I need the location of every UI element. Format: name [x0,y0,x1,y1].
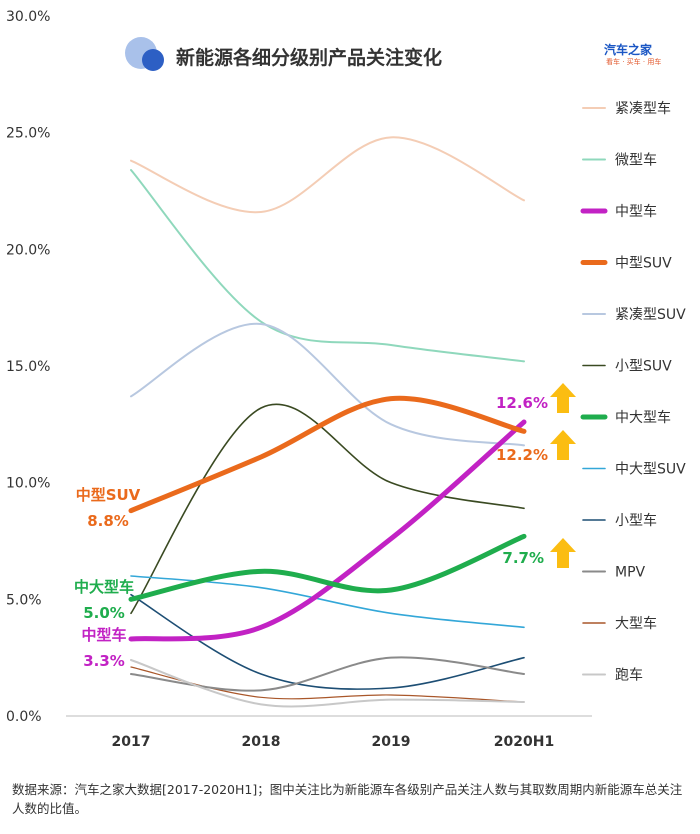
legend-item: 小型车 [582,512,657,529]
x-tick-label: 2019 [372,734,411,750]
y-tick-label: 25.0% [6,126,50,142]
legend-item: 紧凑型车 [582,100,671,117]
y-tick-label: 0.0% [6,709,42,725]
y-tick-label: 10.0% [6,476,50,492]
line-chart: 新能源各细分级别产品关注变化 汽车之家 看车 · 买车 · 用车 0.0% 5.0… [6,9,686,750]
legend-label: 小型车 [615,512,657,529]
series-line-0 [130,136,525,214]
legend-item: 中大型车 [580,409,671,426]
series-line-5 [130,403,525,615]
series-line-1 [130,169,525,363]
x-tick-label: 2018 [242,734,281,750]
y-tick-label: 5.0% [6,592,42,608]
start-annotation-label: 中大型车 [74,578,134,596]
start-annotation-label: 中型SUV [76,486,141,504]
series-line-7 [130,575,525,629]
legend-item: 小型SUV [582,359,672,375]
start-annotation-label: 中型车 [81,626,126,644]
end-annotation-value: 12.2% [496,446,548,464]
up-arrow-icon [550,430,576,460]
up-arrow-icon [550,538,576,568]
legend-item: 微型车 [582,152,657,169]
legend-label: 小型SUV [615,359,672,375]
x-tick-label: 2020H1 [494,734,554,750]
start-annotation-value: 3.3% [83,652,125,670]
y-tick-label: 20.0% [6,242,50,258]
series-line-11 [130,659,525,708]
series-lines [128,136,527,708]
legend-label: 中型车 [615,203,657,220]
legend-label: 中大型车 [615,409,671,426]
title-bubble-icon [125,37,164,71]
legend-label: 紧凑型车 [615,100,671,117]
legend-item: 中大型SUV [582,462,686,478]
annotations: 中型SUV 8.8% 中大型车 5.0% 中型车 3.3% 12.6% 12.2% 7.7% [74,383,576,670]
legend-item: 跑车 [582,667,643,684]
legend-label: 中大型SUV [615,462,686,478]
legend-item: 中型SUV [580,256,672,272]
y-tick-label: 15.0% [6,359,50,375]
legend-label: 微型车 [615,152,657,169]
source-note: 数据来源：汽车之家大数据[2017-2020H1]；图中关注比为新能源车各级别产… [12,782,683,816]
chart-title: 新能源各细分级别产品关注变化 [176,46,442,69]
series-line-2 [128,419,527,642]
y-tick-label: 30.0% [6,9,50,25]
y-axis: 0.0% 5.0% 10.0% 15.0% 20.0% 25.0% 30.0% [6,9,592,725]
legend-label: 紧凑型SUV [615,306,686,323]
legend-item: MPV [582,565,646,581]
legend-item: 大型车 [582,615,657,632]
series-line-4 [130,322,525,447]
x-tick-label: 2017 [112,734,151,750]
logo-text: 汽车之家 [604,42,653,57]
end-annotation-value: 12.6% [496,394,548,412]
end-annotation-value: 7.7% [502,549,544,567]
start-annotation-value: 8.8% [87,512,129,530]
legend-label: MPV [615,565,646,581]
legend-item: 中型车 [580,203,657,220]
logo-subtext: 看车 · 买车 · 用车 [606,57,661,66]
up-arrow-icon [550,383,576,413]
legend-label: 中型SUV [615,256,672,272]
start-annotation-value: 5.0% [83,604,125,622]
legend-label: 跑车 [615,667,643,684]
series-line-6 [128,533,527,602]
legend-item: 紧凑型SUV [582,306,686,323]
x-axis: 2017 2018 2019 2020H1 [112,734,555,750]
series-line-9 [130,656,525,692]
legend-label: 大型车 [615,615,657,632]
autohome-logo: 汽车之家 看车 · 买车 · 用车 [604,42,661,66]
series-line-8 [130,593,525,690]
series-line-3 [128,395,527,514]
